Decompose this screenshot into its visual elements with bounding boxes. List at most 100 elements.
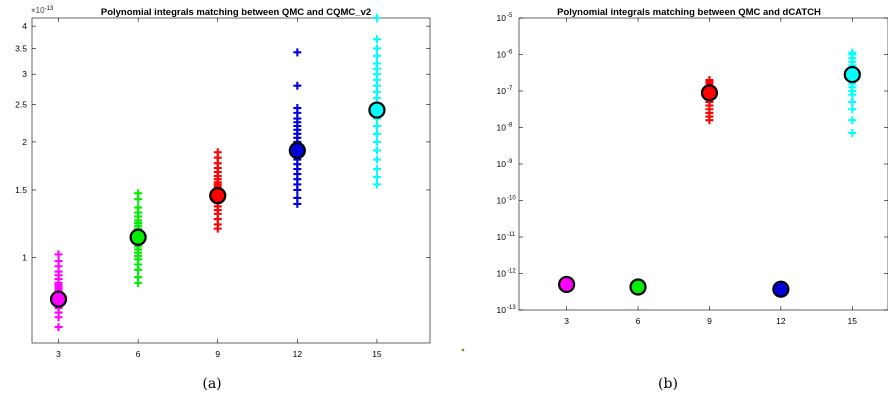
- chart-b-point: [848, 48, 857, 57]
- chart-a-y-tick-label: 2: [22, 137, 27, 147]
- chart-a-caption: (a): [202, 376, 221, 392]
- chart-a-x-tick-label: 15: [372, 349, 382, 359]
- chart-b-y-tick-label: 10: [497, 13, 507, 23]
- chart-a: Polynomial integrals matching between QM…: [15, 6, 431, 392]
- chart-b-x-tick-label: 12: [776, 316, 786, 326]
- chart-b-axes: 10-1310-1210-1110-1010-910-810-710-610-5…: [497, 13, 888, 326]
- chart-b-y-tick-label: 10: [497, 305, 507, 315]
- chart-b-x-tick-label: 15: [848, 316, 858, 326]
- chart-b-y-tick-exponent: -7: [507, 86, 513, 92]
- chart-a-x-tick-label: 12: [293, 349, 303, 359]
- chart-b-mean-marker: [843, 65, 861, 84]
- chart-b-y-tick-base: 10: [497, 13, 507, 23]
- chart-b-y-tick-exponent: -11: [507, 232, 516, 238]
- chart-b-point: [848, 97, 857, 106]
- chart-a-point: [372, 44, 381, 53]
- chart-a-point: [372, 180, 381, 189]
- chart-b-caption: (b): [658, 376, 678, 392]
- chart-b-y-tick-base: 10: [497, 305, 507, 315]
- chart-a-marks: [49, 14, 386, 332]
- chart-a-point: [54, 250, 63, 259]
- chart-b-title: Polynomial integrals matching between QM…: [557, 7, 821, 18]
- chart-b-plot-area: [518, 17, 888, 311]
- chart-b-mean-marker: [772, 280, 790, 298]
- chart-a-x-tick-label: 6: [136, 349, 141, 359]
- chart-b-point: [848, 128, 857, 137]
- chart-a-y-tick-label: 3.5: [15, 43, 27, 53]
- chart-b: Polynomial integrals matching between QM…: [497, 7, 888, 392]
- chart-a-point: [134, 203, 143, 212]
- chart-a-plot-area: [31, 17, 431, 344]
- chart-a-y-multiplier: ×10-13: [31, 6, 54, 15]
- chart-b-y-tick-label: 10: [497, 159, 507, 169]
- chart-b-y-tick-base: 10: [497, 50, 507, 60]
- chart-a-point: [372, 129, 381, 138]
- chart-a-point: [134, 189, 143, 198]
- chart-a-point: [293, 81, 302, 90]
- chart-a-point: [213, 148, 222, 157]
- chart-a-mean-marker: [49, 290, 68, 308]
- chart-a-mean-marker: [368, 101, 386, 119]
- chart-b-y-tick-base: 10: [497, 196, 507, 206]
- chart-a-y-multiplier-base: ×10: [31, 6, 45, 15]
- chart-a-y-tick-label: 2.5: [15, 100, 27, 110]
- chart-a-x-tick-label: 9: [215, 349, 220, 359]
- chart-b-y-tick-label: 10: [497, 50, 507, 60]
- chart-b-mean-marker: [629, 278, 647, 296]
- chart-a-x-tick-label: 3: [56, 349, 61, 359]
- chart-b-y-tick-label: 10: [497, 123, 507, 133]
- chart-b-y-tick-label: 10: [497, 269, 507, 279]
- chart-b-y-tick-exponent: -9: [507, 159, 513, 165]
- chart-a-point: [372, 121, 381, 130]
- chart-a-mean-marker: [209, 187, 227, 205]
- chart-b-y-tick-exponent: -5: [507, 13, 513, 19]
- chart-a-mean-marker: [288, 141, 306, 160]
- chart-a-point: [293, 193, 302, 202]
- chart-a-y-tick-label: 1.5: [15, 185, 27, 195]
- chart-b-mean-marker: [558, 275, 576, 294]
- chart-b-y-tick-base: 10: [497, 159, 507, 169]
- chart-a-point: [372, 146, 381, 155]
- chart-a-point: [293, 104, 302, 113]
- chart-a-point: [54, 257, 63, 266]
- chart-a-point: [54, 323, 63, 332]
- chart-b-y-tick-exponent: -8: [507, 123, 513, 129]
- chart-b-marks: [558, 48, 861, 298]
- chart-b-y-tick-base: 10: [497, 123, 507, 133]
- chart-a-point: [372, 165, 381, 174]
- chart-b-mean-marker: [700, 84, 719, 102]
- chart-a-point: [372, 155, 381, 164]
- chart-a-y-tick-label: 1: [22, 253, 27, 263]
- chart-a-axes: 1 1.5 2 2.5 3 3.5 4 3 6 9 12 15: [15, 18, 430, 359]
- chart-b-y-tick-base: 10: [497, 232, 507, 242]
- chart-a-mean-marker: [129, 228, 147, 246]
- chart-a-point: [293, 48, 302, 57]
- stray-dot: [461, 348, 465, 352]
- chart-b-y-tick-base: 10: [497, 269, 507, 279]
- chart-a-point: [134, 273, 143, 282]
- chart-b-point: [848, 105, 857, 114]
- chart-b-x-tick-label: 3: [564, 316, 569, 326]
- chart-a-point: [372, 137, 381, 146]
- chart-b-y-tick-exponent: -13: [507, 305, 516, 311]
- chart-b-y-tick-exponent: -6: [507, 50, 513, 56]
- chart-b-y-tick-exponent: -10: [507, 196, 516, 202]
- chart-b-point: [848, 116, 857, 125]
- chart-b-y-tick-label: 10: [497, 232, 507, 242]
- chart-b-y-tick-base: 10: [497, 86, 507, 96]
- chart-b-point: [705, 76, 714, 85]
- chart-a-point: [372, 173, 381, 182]
- chart-a-y-multiplier-exp: -13: [45, 6, 54, 12]
- chart-a-y-tick-label: 3: [22, 69, 27, 79]
- chart-a-title: Polynomial integrals matching between QM…: [101, 7, 371, 18]
- chart-a-point: [372, 14, 381, 22]
- chart-b-y-tick-label: 10: [497, 196, 507, 206]
- chart-b-x-tick-label: 6: [636, 316, 641, 326]
- chart-a-point: [372, 59, 381, 68]
- chart-a-y-tick-label: 4: [22, 21, 27, 31]
- chart-a-point: [372, 35, 381, 44]
- chart-a-point: [372, 51, 381, 60]
- chart-b-x-tick-label: 9: [707, 316, 712, 326]
- chart-b-y-tick-label: 10: [497, 86, 507, 96]
